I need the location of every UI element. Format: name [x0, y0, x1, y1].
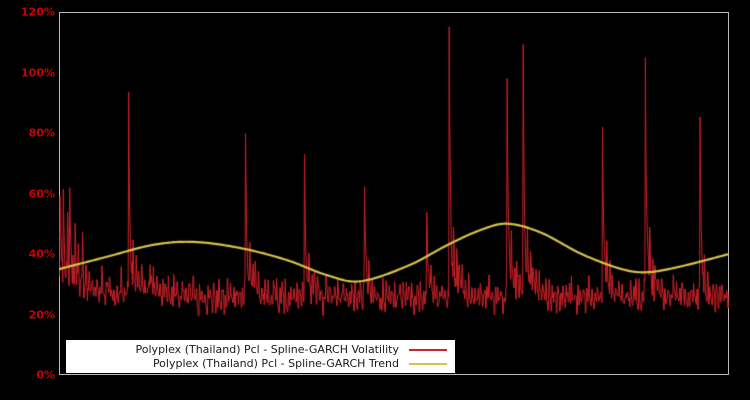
- y-tick-label-60: 60%: [28, 187, 55, 200]
- y-tick-label-40: 40%: [28, 247, 55, 261]
- y-tick-label-0: 0%: [36, 368, 55, 382]
- legend-swatch-trend-line-icon: [409, 362, 447, 365]
- y-tick-label-80: 80%: [28, 126, 55, 140]
- plot-canvas: [59, 12, 729, 375]
- y-tick-label-20: 20%: [28, 308, 55, 321]
- legend-label-volatility: Polyplex (Thailand) Pcl - Spline-GARCH V…: [135, 343, 399, 356]
- legend-label-trend: Polyplex (Thailand) Pcl - Spline-GARCH T…: [152, 357, 399, 370]
- legend-entry-trend: Polyplex (Thailand) Pcl - Spline-GARCH T…: [66, 357, 449, 371]
- legend-swatch-volatility-line-icon: [409, 348, 447, 351]
- y-tick-label-100: 100%: [21, 66, 55, 79]
- y-tick-label-120: 120%: [21, 5, 55, 19]
- legend: Polyplex (Thailand) Pcl - Spline-GARCH V…: [66, 340, 455, 373]
- legend-entry-volatility: Polyplex (Thailand) Pcl - Spline-GARCH V…: [66, 343, 449, 357]
